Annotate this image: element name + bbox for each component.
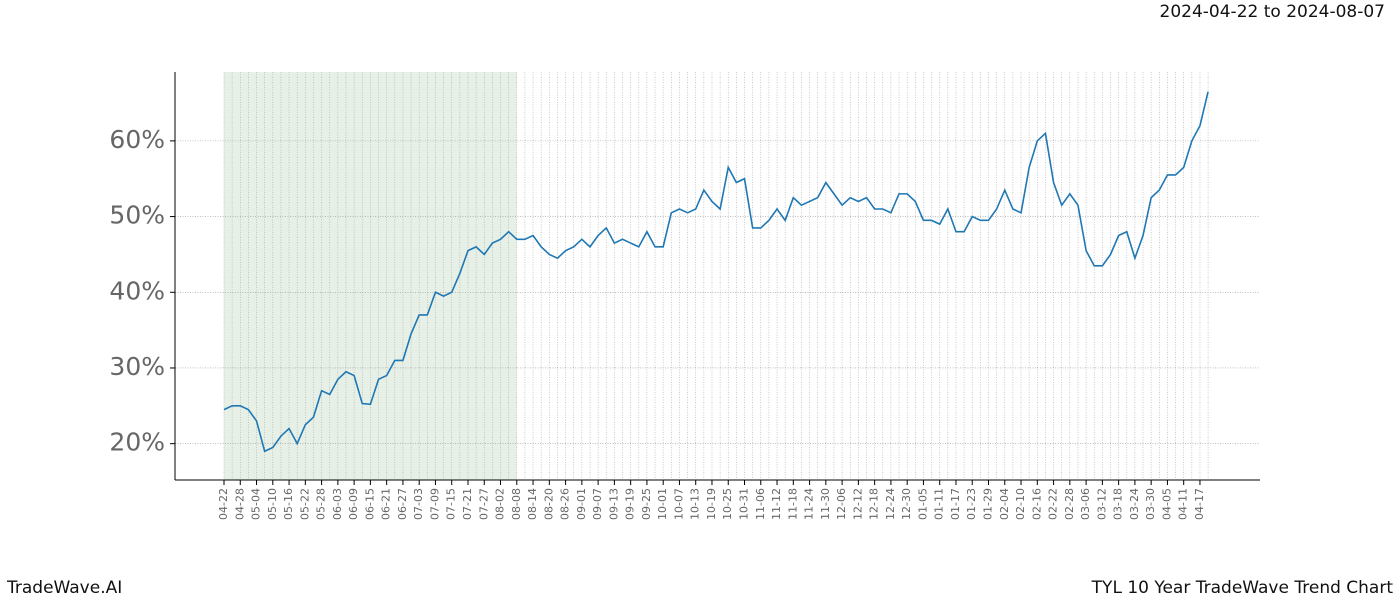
- x-tick-label: 12-24: [884, 488, 897, 520]
- x-tick-label: 03-18: [1112, 488, 1125, 520]
- x-tick-label: 02-28: [1063, 488, 1076, 520]
- x-tick-label: 11-12: [770, 488, 783, 520]
- x-tick-label: 10-01: [656, 488, 669, 520]
- x-tick-label: 07-21: [461, 488, 474, 520]
- x-tick-label: 07-15: [445, 488, 458, 520]
- x-tick-label: 05-10: [266, 488, 279, 520]
- x-tick-label: 10-13: [689, 488, 702, 520]
- x-tick-label: 09-13: [607, 488, 620, 520]
- x-tick-label: 05-22: [298, 488, 311, 520]
- y-tick-label: 20%: [109, 428, 165, 457]
- x-tick-label: 04-17: [1193, 488, 1206, 520]
- x-tick-label: 12-30: [900, 488, 913, 520]
- x-tick-label: 09-25: [640, 488, 653, 520]
- x-tick-label: 10-19: [705, 488, 718, 520]
- y-tick-label: 60%: [109, 125, 165, 154]
- date-range: 2024-04-22 to 2024-08-07: [1160, 2, 1385, 22]
- x-tick-label: 12-18: [868, 488, 881, 520]
- x-tick-label: 11-24: [803, 488, 816, 520]
- x-tick-label: 08-26: [559, 488, 572, 520]
- x-tick-label: 04-11: [1177, 488, 1190, 520]
- x-tick-label: 08-20: [542, 488, 555, 520]
- x-tick-label: 08-02: [494, 488, 507, 520]
- y-tick-label: 50%: [109, 201, 165, 230]
- x-tick-label: 07-09: [428, 488, 441, 520]
- x-tick-label: 09-07: [591, 488, 604, 520]
- x-tick-label: 11-18: [786, 488, 799, 520]
- x-tick-label: 02-22: [1047, 488, 1060, 520]
- x-tick-label: 03-24: [1128, 488, 1141, 520]
- x-tick-label: 04-28: [233, 488, 246, 520]
- x-tick-label: 06-09: [347, 488, 360, 520]
- x-tick-label: 10-07: [672, 488, 685, 520]
- x-tick-label: 05-28: [315, 488, 328, 520]
- x-tick-label: 07-03: [412, 488, 425, 520]
- brand: TradeWave.AI: [6, 578, 122, 598]
- y-tick-label: 40%: [109, 276, 165, 305]
- x-tick-label: 02-04: [998, 488, 1011, 520]
- y-tick-label: 30%: [109, 352, 165, 381]
- trend-line: [223, 91, 1209, 453]
- x-tick-label: 08-14: [526, 488, 539, 520]
- x-tick-label: 03-06: [1079, 488, 1092, 520]
- x-tick-label: 09-01: [575, 488, 588, 520]
- highlight-span: [224, 72, 517, 480]
- x-tick-label: 02-10: [1014, 488, 1027, 520]
- x-tick-label: 03-12: [1095, 488, 1108, 520]
- x-tick-label: 03-30: [1144, 488, 1157, 520]
- x-tick-label: 06-27: [396, 488, 409, 520]
- x-tick-label: 07-27: [477, 488, 490, 520]
- x-tick-label: 01-17: [949, 488, 962, 520]
- x-tick-label: 01-29: [982, 488, 995, 520]
- x-tick-label: 04-05: [1160, 488, 1173, 520]
- x-tick-label: 11-30: [819, 488, 832, 520]
- x-tick-label: 10-31: [738, 488, 751, 520]
- x-tick-label: 09-19: [624, 488, 637, 520]
- x-tick-label: 01-11: [933, 488, 946, 520]
- x-tick-label: 04-22: [217, 488, 230, 520]
- x-tick-label: 06-21: [380, 488, 393, 520]
- x-tick-label: 08-08: [510, 488, 523, 520]
- x-tick-label: 01-23: [965, 488, 978, 520]
- x-tick-label: 12-12: [851, 488, 864, 520]
- x-tick-label: 06-15: [363, 488, 376, 520]
- chart-title: TYL 10 Year TradeWave Trend Chart: [1091, 578, 1394, 598]
- x-tick-label: 11-06: [754, 488, 767, 520]
- x-tick-label: 02-16: [1030, 488, 1043, 520]
- x-tick-label: 01-05: [916, 488, 929, 520]
- x-tick-label: 05-16: [282, 488, 295, 520]
- x-tick-label: 12-06: [835, 488, 848, 520]
- x-tick-label: 10-25: [721, 488, 734, 520]
- x-tick-label: 06-03: [331, 488, 344, 520]
- x-tick-label: 05-04: [250, 488, 263, 520]
